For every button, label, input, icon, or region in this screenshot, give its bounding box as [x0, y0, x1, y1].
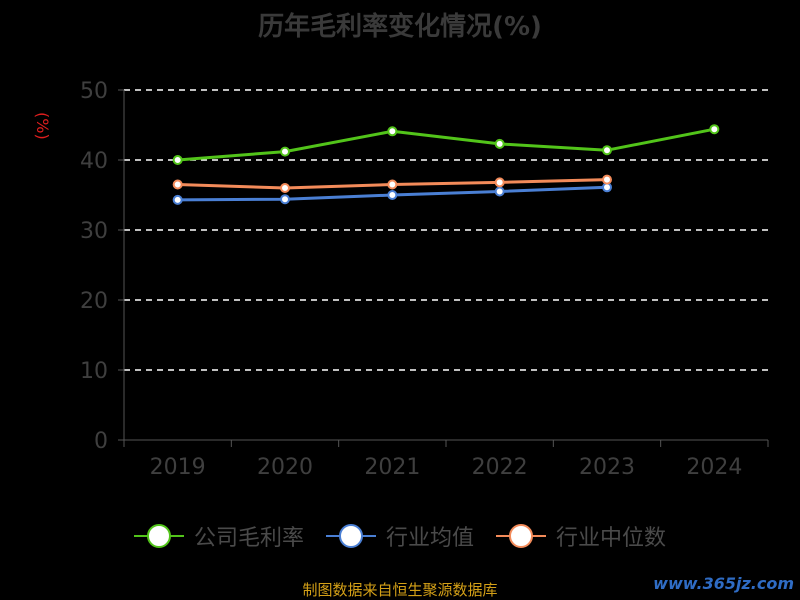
data-point	[387, 126, 398, 137]
x-tick-label: 2019	[150, 455, 206, 480]
watermark: www.365jz.com	[653, 574, 794, 593]
y-tick-label: 10	[80, 359, 108, 384]
x-tick-label: 2020	[257, 455, 313, 480]
data-source-note: 制图数据来自恒生聚源数据库	[302, 581, 498, 599]
legend-marker-industry-median	[496, 521, 546, 551]
data-point	[494, 138, 505, 149]
y-tick-label: 30	[80, 219, 108, 244]
legend: 公司毛利率 行业均值 行业中位数	[0, 520, 800, 552]
series-layer	[172, 124, 720, 205]
data-point	[602, 174, 612, 185]
legend-item-industry-mean[interactable]: 行业均值	[325, 520, 474, 552]
data-point	[172, 179, 183, 190]
data-point	[602, 145, 612, 156]
legend-label-industry-mean: 行业均值	[385, 526, 474, 551]
data-point	[387, 179, 398, 190]
x-tick-label: 2023	[579, 455, 635, 480]
chart-title: 历年毛利率变化情况(%)	[258, 12, 542, 42]
data-point	[280, 194, 290, 205]
series-line	[177, 127, 715, 162]
data-point	[172, 155, 183, 165]
y-tick-label: 50	[80, 79, 108, 104]
data-point	[709, 124, 720, 135]
legend-label-company: 公司毛利率	[193, 526, 304, 551]
legend-item-industry-median[interactable]: 行业中位数	[496, 520, 666, 552]
data-point	[494, 177, 505, 188]
data-point	[387, 190, 398, 200]
x-tick-label: 2021	[364, 455, 420, 480]
data-point	[280, 146, 290, 157]
x-tick-label: 2022	[472, 455, 528, 480]
y-tick-label: 40	[80, 149, 108, 174]
x-tick-label: 2024	[686, 455, 742, 480]
data-point	[280, 183, 290, 193]
grid-lines	[124, 89, 768, 371]
y-tick-label: 20	[80, 289, 108, 314]
legend-item-company[interactable]: 公司毛利率	[133, 520, 304, 552]
y-tick-label: 0	[94, 429, 108, 454]
data-point	[494, 186, 505, 197]
legend-label-industry-median: 行业中位数	[556, 526, 667, 551]
legend-marker-company	[133, 521, 184, 551]
data-point	[172, 194, 183, 205]
axes: 0 10 20 30 40 50 2019 2020 2021 2022 2023 2024	[80, 79, 769, 480]
legend-marker-industry-mean	[325, 521, 376, 551]
